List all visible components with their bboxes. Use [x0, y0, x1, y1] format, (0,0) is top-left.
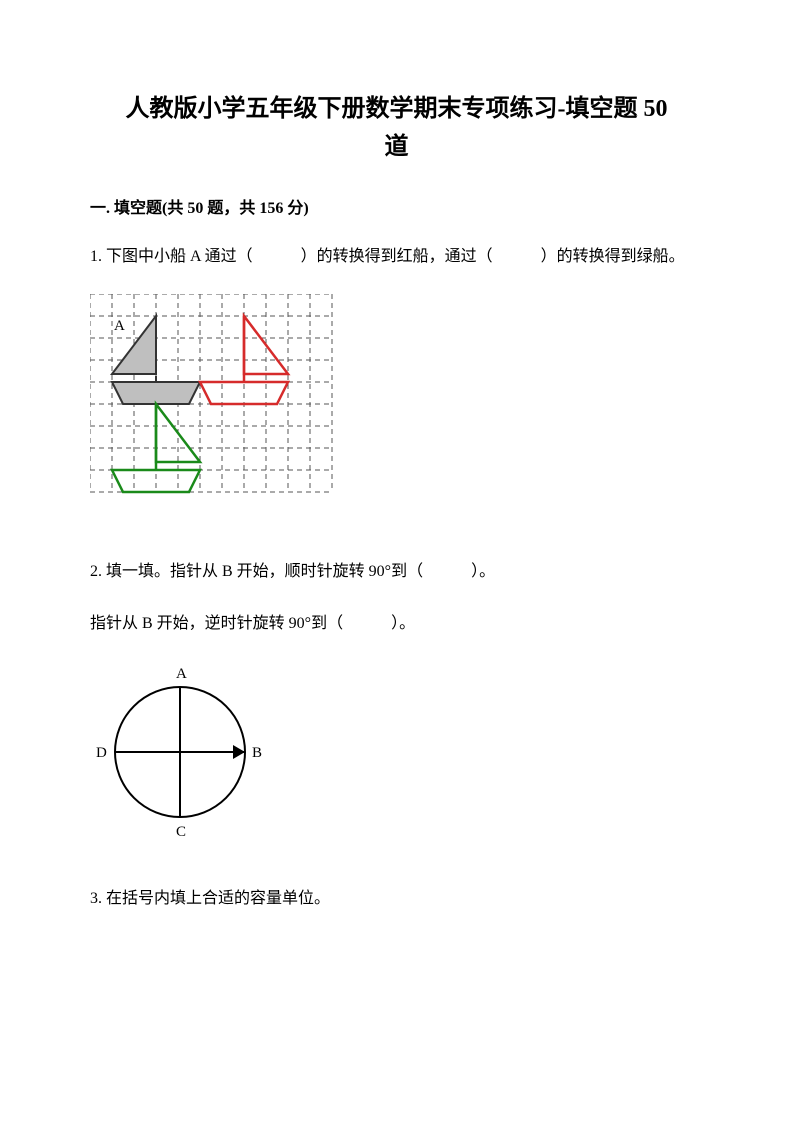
- question-3: 3. 在括号内填上合适的容量单位。: [90, 880, 703, 918]
- title-line-1: 人教版小学五年级下册数学期末专项练习-填空题 50: [126, 96, 668, 122]
- clock-svg: A B C D: [90, 662, 290, 842]
- title-line-2: 道: [385, 134, 409, 160]
- question-2-line-2: 指针从 B 开始，逆时针旋转 90°到（ ）。: [90, 605, 703, 643]
- svg-text:A: A: [176, 666, 187, 682]
- question-1: 1. 下图中小船 A 通过（ ）的转换得到红船，通过（ ）的转换得到绿船。: [90, 238, 703, 276]
- svg-text:A: A: [114, 318, 125, 334]
- page-title: 人教版小学五年级下册数学期末专项练习-填空题 50 道: [90, 90, 703, 167]
- section-header: 一. 填空题(共 50 题，共 156 分): [90, 195, 703, 224]
- boats-svg: A: [90, 294, 350, 514]
- figure-boats: A: [90, 294, 703, 525]
- svg-text:B: B: [252, 745, 262, 761]
- question-2-line-1: 2. 填一填。指针从 B 开始，顺时针旋转 90°到（ ）。: [90, 553, 703, 591]
- svg-text:C: C: [176, 824, 186, 840]
- figure-clock: A B C D: [90, 662, 703, 853]
- svg-text:D: D: [96, 745, 107, 761]
